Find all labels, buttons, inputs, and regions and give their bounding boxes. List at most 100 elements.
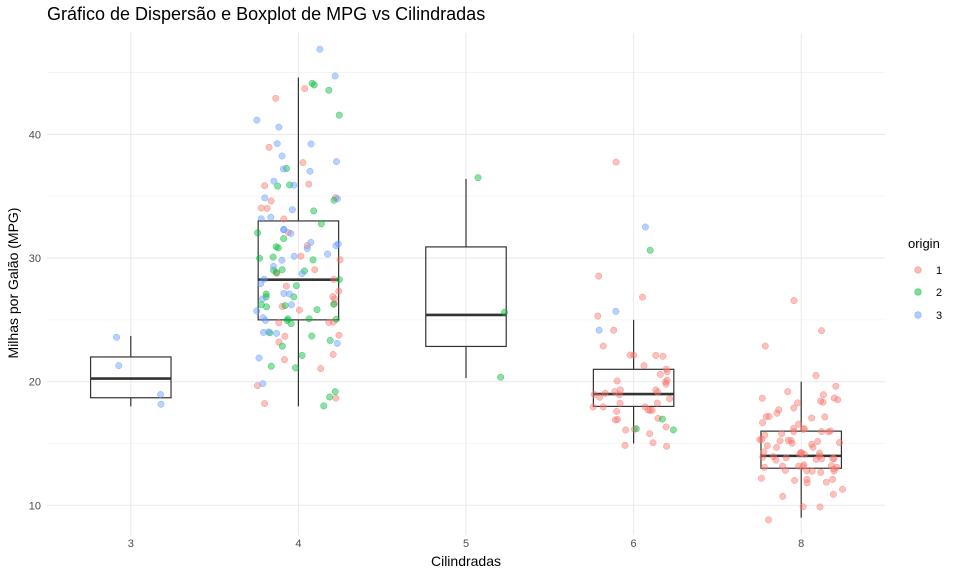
point-origin-1-cyl-8 [801, 450, 808, 458]
point-origin-1-cyl-4 [280, 356, 288, 364]
point-origin-3-cyl-4 [287, 230, 295, 237]
point-origin-1-cyl-6 [610, 326, 618, 334]
point-origin-1-cyl-8 [822, 478, 830, 486]
point-origin-1-cyl-8 [756, 436, 764, 444]
point-origin-1-cyl-6 [654, 414, 662, 422]
point-origin-1-cyl-4 [267, 197, 275, 205]
point-origin-3-cyl-6 [595, 326, 603, 334]
point-origin-2-cyl-5 [474, 174, 482, 182]
point-origin-1-cyl-8 [758, 394, 766, 402]
point-origin-1-cyl-8 [788, 439, 796, 447]
point-origin-2-cyl-4 [256, 254, 263, 262]
point-origin-3-cyl-4 [316, 45, 324, 53]
point-origin-1-cyl-8 [778, 430, 786, 438]
point-origin-1-cyl-6 [626, 351, 634, 359]
point-origin-3-cyl-4 [280, 226, 287, 234]
point-origin-1-cyl-8 [803, 479, 811, 487]
point-origin-3-cyl-4 [278, 152, 286, 160]
point-origin-1-cyl-6 [662, 380, 670, 388]
point-origin-2-cyl-5 [500, 308, 508, 316]
point-origin-1-cyl-4 [311, 266, 319, 274]
point-origin-3-cyl-4 [265, 328, 273, 336]
point-origin-1-cyl-8 [825, 428, 832, 436]
point-origin-1-cyl-8 [817, 397, 825, 405]
point-origin-1-cyl-8 [773, 443, 780, 451]
point-origin-1-cyl-8 [784, 388, 792, 396]
y-tick-label-30: 30 [29, 253, 41, 265]
point-origin-1-cyl-4 [299, 159, 307, 167]
y-axis-title: Milhas por Galão (MPG) [5, 208, 21, 359]
point-origin-3-cyl-4 [267, 213, 275, 221]
point-origin-2-cyl-4 [308, 332, 316, 340]
point-origin-2-cyl-4 [263, 303, 270, 311]
point-origin-1-cyl-4 [331, 295, 338, 303]
point-origin-3-cyl-4 [287, 301, 295, 309]
point-origin-3-cyl-4 [262, 317, 270, 324]
point-origin-1-cyl-8 [759, 453, 767, 461]
point-origin-2-cyl-4 [269, 253, 277, 261]
legend-item-1: 1 [914, 265, 942, 277]
point-origin-2-cyl-4 [287, 320, 295, 328]
point-origin-2-cyl-4 [262, 290, 270, 298]
point-origin-1-cyl-8 [799, 503, 807, 511]
point-origin-1-cyl-8 [836, 439, 844, 447]
point-origin-1-cyl-6 [599, 403, 607, 411]
x-axis-title: Cilindradas [431, 553, 501, 569]
boxplot-6 [592, 319, 675, 444]
point-origin-3-cyl-4 [307, 140, 315, 148]
point-origin-1-cyl-8 [779, 492, 787, 500]
boxplot-4 [257, 77, 340, 407]
point-origin-1-cyl-6 [662, 365, 670, 373]
point-origin-1-cyl-8 [761, 431, 769, 439]
legend-key-3 [914, 311, 922, 319]
point-origin-1-cyl-8 [800, 425, 808, 433]
point-origin-1-cyl-8 [781, 466, 789, 474]
point-origin-1-cyl-6 [652, 386, 660, 394]
point-origin-1-cyl-8 [808, 414, 816, 422]
point-origin-3-cyl-4 [260, 328, 267, 336]
point-origin-3-cyl-4 [307, 238, 315, 246]
point-origin-1-cyl-4 [280, 215, 288, 223]
point-origin-1-cyl-6 [594, 312, 602, 320]
point-origin-1-cyl-8 [829, 455, 837, 462]
point-origin-2-cyl-4 [281, 302, 289, 310]
legend-key-1 [914, 266, 922, 274]
point-origin-1-cyl-8 [769, 453, 777, 461]
point-origin-1-cyl-4 [275, 319, 283, 327]
point-origin-1-cyl-4 [330, 275, 338, 283]
x-tick-label-6: 6 [631, 538, 637, 550]
point-origin-1-cyl-4 [335, 287, 343, 295]
point-origin-1-cyl-8 [765, 516, 773, 524]
boxplot-5 [425, 178, 507, 378]
point-origin-3-cyl-4 [270, 262, 277, 270]
point-origin-1-cyl-8 [816, 503, 824, 511]
box-5 [425, 246, 507, 348]
point-origin-3-cyl-4 [260, 275, 268, 283]
point-origin-1-cyl-8 [758, 474, 765, 482]
point-origin-2-cyl-6 [632, 425, 640, 433]
point-origin-1-cyl-4 [297, 252, 305, 260]
point-origin-1-cyl-6 [639, 293, 646, 301]
point-origin-2-cyl-4 [305, 315, 313, 323]
point-origin-3-cyl-4 [331, 72, 339, 80]
point-origin-3-cyl-4 [298, 270, 306, 278]
point-origin-1-cyl-8 [833, 463, 841, 471]
point-origin-1-cyl-8 [803, 467, 811, 475]
point-origin-3-cyl-4 [259, 314, 267, 322]
point-origin-3-cyl-4 [288, 206, 296, 214]
point-origin-1-cyl-8 [759, 419, 767, 427]
point-origin-2-cyl-5 [497, 373, 505, 381]
point-origin-3-cyl-4 [334, 195, 341, 203]
legend-label-3: 3 [936, 310, 942, 322]
point-origin-2-cyl-4 [267, 362, 275, 370]
point-origin-1-cyl-6 [622, 426, 630, 434]
point-origin-3-cyl-4 [259, 380, 267, 388]
point-origin-2-cyl-4 [331, 388, 339, 396]
point-origin-2-cyl-4 [330, 300, 338, 308]
point-origin-1-cyl-4 [332, 394, 340, 402]
point-origin-1-cyl-8 [830, 467, 838, 475]
point-origin-3-cyl-4 [279, 165, 287, 173]
point-origin-1-cyl-4 [254, 382, 261, 390]
point-origin-1-cyl-8 [797, 448, 805, 456]
